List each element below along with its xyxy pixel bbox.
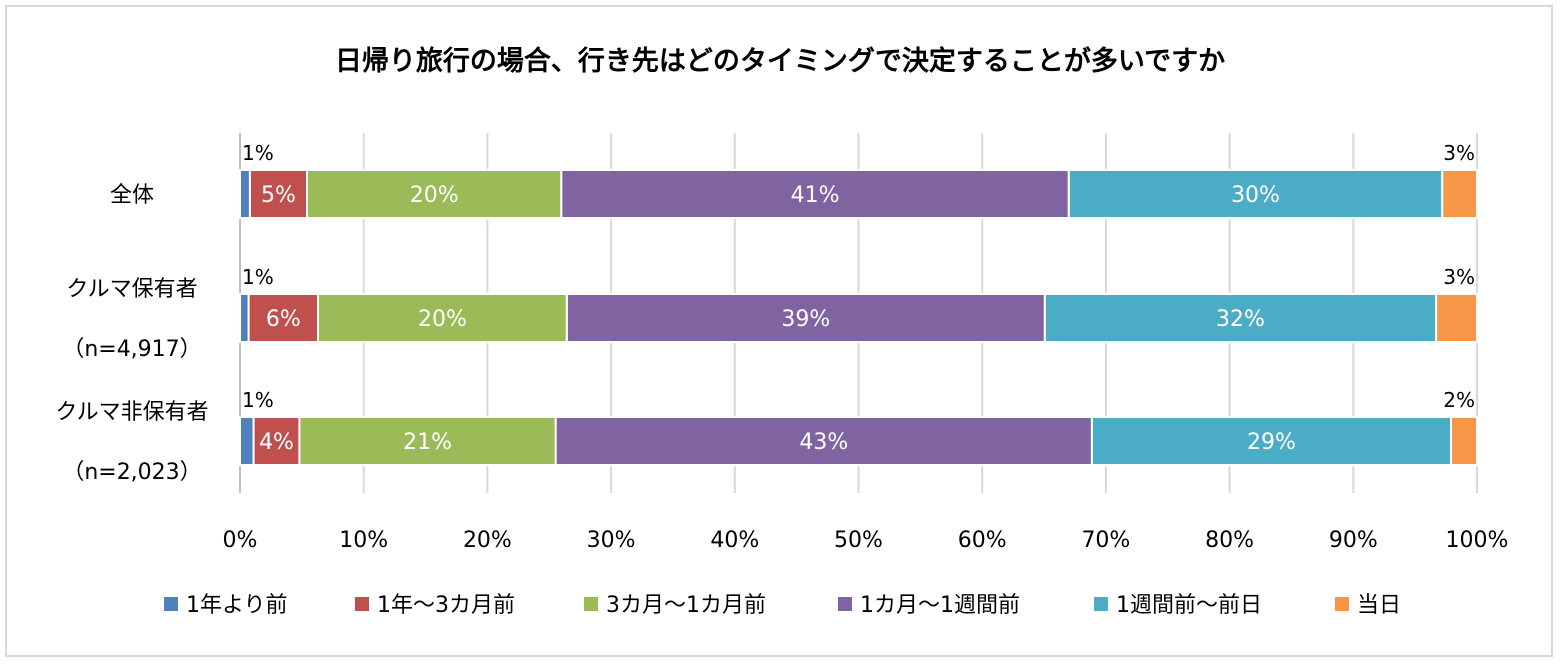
legend-label: 当日 (1357, 593, 1401, 618)
bar-segment (1043, 293, 1438, 343)
bars: 1% 5% 20% 41% 30% 3% 1% 6% 20% 39% 32% 3% 1% 4% 21% 43%… (239, 141, 1479, 466)
legend-label: 1週間前～前日 (1116, 593, 1262, 618)
x-tick-label: 70% (1081, 528, 1130, 553)
bar-segment (1441, 169, 1478, 219)
data-label: 6% (266, 307, 301, 332)
bar-segment (1067, 169, 1444, 219)
data-label: 20% (410, 183, 459, 208)
legend-swatch (164, 597, 178, 611)
x-axis-ticks: 0% 10% 20% 30% 40% 50% 60% 70% 80% 90% 100% (223, 528, 1509, 553)
x-tick-label: 60% (958, 528, 1007, 553)
x-tick-label: 40% (710, 528, 759, 553)
bar-segment (239, 169, 251, 219)
category-label: 全体 (110, 183, 154, 208)
data-label: 39% (781, 307, 830, 332)
data-label: 21% (403, 430, 452, 455)
data-label: 41% (791, 183, 840, 208)
x-tick-label: 10% (339, 528, 388, 553)
category-label: （n=2,023） (62, 460, 201, 485)
legend-swatch (584, 597, 598, 611)
category-label: クルマ保有者 (66, 277, 197, 302)
category-label: クルマ非保有者 (55, 400, 208, 425)
legend-swatch (1094, 597, 1108, 611)
data-label: 30% (1231, 183, 1280, 208)
legend-label: 1年～3カ月前 (377, 593, 515, 618)
legend-label: 1カ月～1週間前 (860, 593, 1020, 618)
x-tick-label: 50% (834, 528, 883, 553)
chart-title: 日帰り旅行の場合、行き先はどのタイミングで決定することが多いですか (335, 45, 1225, 77)
data-label: 1% (242, 388, 274, 412)
data-label: 5% (261, 183, 296, 208)
data-label: 1% (242, 265, 274, 289)
bar-segment (1435, 293, 1479, 343)
x-tick-label: 30% (587, 528, 636, 553)
bar-segment (248, 169, 308, 219)
x-tick-label: 100% (1446, 528, 1509, 553)
legend-label: 3カ月～1カ月前 (606, 593, 766, 618)
data-label: 3% (1443, 141, 1475, 165)
x-tick-label: 0% (223, 528, 258, 553)
bar-segment (317, 293, 568, 343)
data-label: 32% (1216, 307, 1265, 332)
data-label: 4% (259, 430, 294, 455)
legend-swatch (838, 597, 852, 611)
legend-swatch (1335, 597, 1349, 611)
data-label: 2% (1443, 388, 1475, 412)
data-label: 43% (799, 430, 848, 455)
bar-segment (1090, 416, 1452, 466)
data-label: 29% (1247, 430, 1296, 455)
bar-segment (560, 169, 1070, 219)
x-tick-label: 20% (463, 528, 512, 553)
x-tick-label: 90% (1329, 528, 1378, 553)
bar-segment (554, 416, 1093, 466)
legend: 1年より前 1年～3カ月前 3カ月～1カ月前 1カ月～1週間前 1週間前～前日 当日 (164, 593, 1401, 618)
category-label: （n=4,917） (62, 337, 201, 362)
legend-swatch (355, 597, 369, 611)
legend-label: 1年より前 (186, 593, 288, 618)
bar-segment (1449, 416, 1478, 466)
data-label: 3% (1443, 265, 1475, 289)
bar-segment (247, 293, 320, 343)
data-label: 1% (242, 141, 274, 165)
bar-segment (298, 416, 557, 466)
data-label: 20% (418, 307, 467, 332)
x-tick-label: 80% (1205, 528, 1254, 553)
bar-segment (239, 416, 255, 466)
bar-segment (239, 293, 250, 343)
